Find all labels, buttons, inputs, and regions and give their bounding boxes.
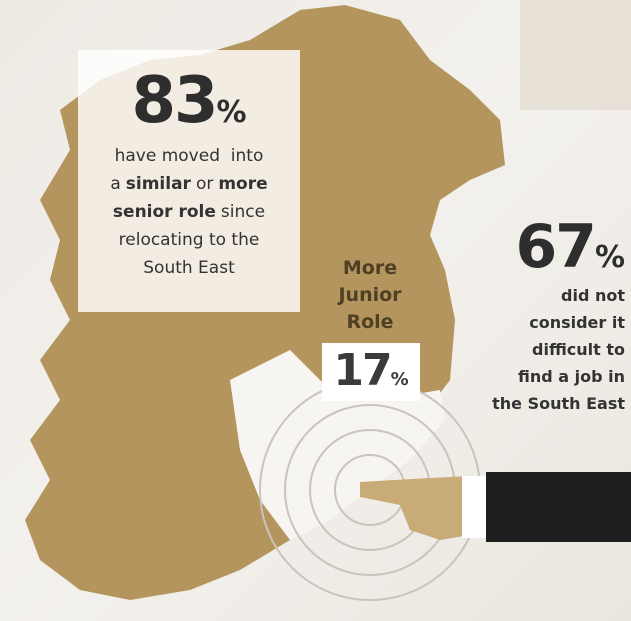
- background-texture: [520, 0, 631, 110]
- text-line: Junior: [338, 284, 402, 306]
- left-stat-number: 83%: [78, 64, 300, 138]
- text-line: did not: [561, 286, 625, 305]
- text: a: [110, 174, 121, 194]
- text-line: find a job in: [517, 367, 625, 386]
- number: 67: [515, 212, 596, 282]
- center-label: More Junior Role: [322, 255, 418, 336]
- text-line: senior role since: [78, 198, 300, 226]
- unit: %: [216, 95, 247, 130]
- number: 17: [333, 345, 392, 396]
- south-east-region: [230, 350, 445, 540]
- text-line: relocating to the: [78, 226, 300, 254]
- text: have moved into: [114, 146, 264, 166]
- hand: [360, 476, 470, 540]
- bold-text: more: [218, 174, 268, 194]
- text-line: a similar or more: [78, 170, 300, 198]
- text: since: [220, 202, 266, 222]
- bold-text: similar: [125, 174, 191, 194]
- text-line: Role: [346, 311, 394, 333]
- unit: %: [594, 240, 625, 275]
- left-stat-text: have moved into a similar or more senior role…: [78, 142, 300, 282]
- unit: %: [390, 369, 409, 390]
- right-stat: 67% did not consider it difficult to find a…: [492, 212, 625, 417]
- shirt-cuff: [462, 476, 488, 538]
- text-line: South East: [78, 254, 300, 282]
- text-line: difficult to: [532, 340, 625, 359]
- center-badge: 17%: [322, 343, 420, 401]
- sleeve: [486, 472, 631, 542]
- number: 83: [131, 64, 218, 138]
- text: South East: [143, 258, 235, 278]
- text-line: consider it: [529, 313, 625, 332]
- text-line: the South East: [492, 394, 625, 413]
- text: relocating to the: [118, 230, 260, 250]
- text-line: More: [342, 257, 398, 279]
- right-stat-number: 67%: [492, 212, 625, 282]
- right-stat-text: did not consider it difficult to find a job…: [492, 282, 625, 417]
- text-line: have moved into: [78, 142, 300, 170]
- left-stat-box: 83% have moved into a similar or more senior …: [78, 50, 300, 312]
- text: or: [195, 174, 214, 194]
- bold-text: senior role: [112, 202, 216, 222]
